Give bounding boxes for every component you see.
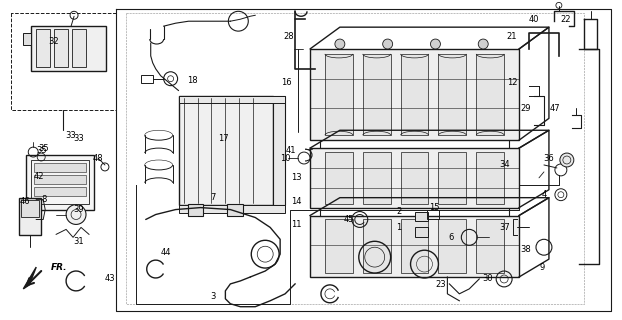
Bar: [54, 29, 68, 67]
Bar: [188, 204, 203, 215]
Bar: [19, 198, 41, 235]
Bar: [179, 96, 273, 204]
Bar: [310, 49, 519, 140]
Text: 23: 23: [435, 280, 446, 289]
Text: 35: 35: [38, 144, 49, 153]
Text: 36: 36: [544, 154, 554, 163]
Bar: [31, 26, 106, 71]
Bar: [401, 220, 429, 273]
Text: 38: 38: [521, 245, 531, 254]
Bar: [179, 96, 285, 103]
Circle shape: [66, 204, 86, 224]
Text: 17: 17: [218, 134, 229, 143]
Bar: [401, 54, 429, 135]
Text: 2: 2: [396, 207, 401, 216]
Bar: [476, 152, 504, 204]
Text: 48: 48: [93, 154, 103, 163]
Text: 10: 10: [280, 154, 290, 163]
Text: 37: 37: [499, 223, 511, 232]
Text: 33: 33: [73, 134, 85, 143]
Text: 8: 8: [42, 195, 47, 204]
Text: 41: 41: [286, 146, 296, 155]
Bar: [414, 212, 429, 221]
Text: 28: 28: [284, 32, 294, 41]
Text: 18: 18: [187, 76, 198, 85]
Bar: [72, 29, 86, 67]
Bar: [228, 204, 243, 215]
Circle shape: [335, 39, 345, 49]
Circle shape: [478, 39, 488, 49]
Text: 45: 45: [343, 215, 354, 224]
Bar: [439, 220, 466, 273]
Text: 43: 43: [104, 275, 115, 284]
Circle shape: [560, 153, 574, 167]
Bar: [21, 200, 39, 218]
Text: 6: 6: [448, 233, 454, 242]
Bar: [141, 75, 153, 83]
Text: 21: 21: [507, 32, 518, 41]
Bar: [476, 220, 504, 273]
Text: 9: 9: [539, 263, 545, 272]
Text: 29: 29: [521, 104, 531, 113]
Circle shape: [430, 39, 440, 49]
Bar: [179, 204, 285, 212]
Text: 12: 12: [507, 78, 518, 87]
Text: 13: 13: [290, 173, 302, 182]
Text: 31: 31: [74, 237, 85, 246]
Text: 14: 14: [291, 197, 301, 206]
Text: 1: 1: [396, 223, 401, 232]
Bar: [325, 220, 353, 273]
Polygon shape: [23, 267, 36, 289]
Bar: [401, 152, 429, 204]
Bar: [363, 220, 391, 273]
Bar: [310, 215, 519, 277]
Circle shape: [383, 39, 392, 49]
Text: 40: 40: [529, 15, 539, 24]
Text: 4: 4: [541, 190, 547, 199]
Bar: [363, 152, 391, 204]
Text: 30: 30: [482, 275, 493, 284]
Text: 7: 7: [211, 193, 216, 202]
Text: 42: 42: [34, 172, 44, 181]
Text: 47: 47: [550, 104, 560, 113]
Bar: [23, 33, 31, 45]
Text: 44: 44: [160, 248, 171, 257]
Text: 16: 16: [281, 78, 292, 87]
Bar: [310, 148, 519, 208]
Bar: [34, 175, 86, 184]
Text: 11: 11: [291, 220, 301, 229]
Text: 35: 35: [36, 146, 47, 155]
Bar: [439, 152, 466, 204]
Text: 46: 46: [20, 197, 30, 206]
Bar: [325, 54, 353, 135]
Bar: [34, 163, 86, 172]
Text: FR.: FR.: [51, 263, 68, 272]
Bar: [325, 152, 353, 204]
Text: 22: 22: [560, 15, 571, 24]
Bar: [36, 29, 50, 67]
Text: 39: 39: [74, 205, 85, 214]
Bar: [31, 160, 89, 204]
Bar: [427, 210, 439, 220]
Bar: [439, 54, 466, 135]
Bar: [414, 228, 429, 237]
Text: 15: 15: [429, 203, 440, 212]
Bar: [476, 54, 504, 135]
Bar: [363, 54, 391, 135]
Bar: [273, 96, 285, 204]
Bar: [34, 187, 86, 196]
Bar: [26, 155, 94, 210]
Text: 3: 3: [211, 292, 216, 301]
Text: 32: 32: [48, 36, 58, 45]
Text: 34: 34: [499, 160, 509, 170]
Text: 33: 33: [66, 131, 77, 140]
